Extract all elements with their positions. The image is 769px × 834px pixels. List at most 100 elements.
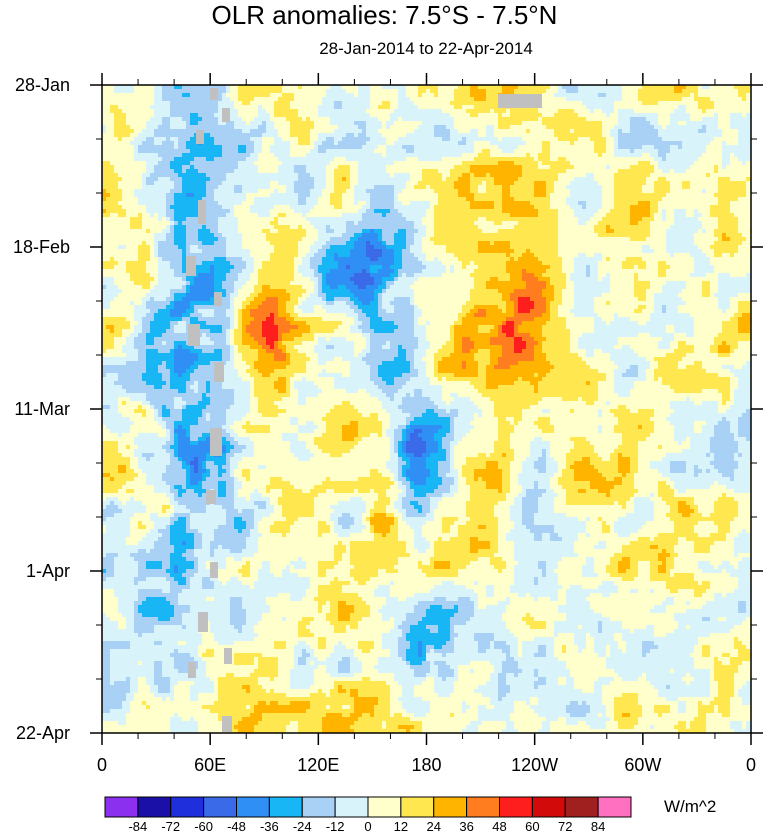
- field-cell: [702, 89, 707, 94]
- field-cell: [582, 113, 587, 118]
- field-cell: [190, 157, 195, 162]
- field-cell: [554, 129, 559, 134]
- field-cell: [406, 93, 411, 98]
- field-cell: [118, 125, 123, 130]
- field-cell: [418, 205, 423, 210]
- field-cell: [690, 149, 695, 154]
- field-cell: [134, 161, 139, 166]
- field-cell: [566, 189, 571, 194]
- field-cell: [118, 197, 123, 202]
- field-cell: [158, 169, 163, 174]
- field-cell: [354, 97, 359, 102]
- field-cell: [574, 137, 579, 142]
- field-cell: [562, 125, 567, 130]
- field-cell: [630, 105, 635, 110]
- field-cell: [298, 165, 303, 170]
- field-cell: [562, 177, 567, 182]
- field-cell: [398, 193, 403, 198]
- field-cell: [634, 193, 639, 198]
- field-cell: [106, 169, 111, 174]
- field-cell: [314, 157, 319, 162]
- field-cell: [254, 145, 259, 150]
- field-cell: [526, 89, 531, 94]
- field-cell: [418, 113, 423, 118]
- field-cell: [262, 185, 267, 190]
- field-cell: [434, 201, 439, 206]
- field-cell: [714, 201, 719, 206]
- field-cell: [350, 101, 355, 106]
- field-cell: [318, 161, 323, 166]
- field-cell: [294, 105, 299, 110]
- field-cell: [270, 129, 275, 134]
- field-cell: [302, 113, 307, 118]
- field-cell: [710, 201, 715, 206]
- field-cell: [394, 137, 399, 142]
- field-cell: [414, 205, 419, 210]
- field-cell: [722, 165, 727, 170]
- field-cell: [194, 169, 199, 174]
- field-cell: [234, 197, 239, 202]
- field-cell: [618, 97, 623, 102]
- field-cell: [490, 197, 495, 202]
- field-cell: [462, 145, 467, 150]
- field-cell: [470, 201, 475, 206]
- field-cell: [418, 105, 423, 110]
- field-cell: [606, 173, 611, 178]
- field-cell: [738, 157, 743, 162]
- field-cell: [474, 197, 479, 202]
- field-cell: [386, 101, 391, 106]
- field-cell: [718, 93, 723, 98]
- field-cell: [298, 89, 303, 94]
- field-cell: [398, 165, 403, 170]
- field-cell: [246, 93, 251, 98]
- field-cell: [650, 197, 655, 202]
- field-cell: [446, 89, 451, 94]
- field-cell: [138, 137, 143, 142]
- field-cell: [638, 201, 643, 206]
- field-cell: [262, 165, 267, 170]
- field-cell: [342, 173, 347, 178]
- field-cell: [106, 129, 111, 134]
- field-cell: [690, 177, 695, 182]
- field-cell: [262, 201, 267, 206]
- field-cell: [322, 137, 327, 142]
- field-cell: [622, 129, 627, 134]
- field-cell: [614, 101, 619, 106]
- field-cell: [382, 113, 387, 118]
- field-cell: [590, 201, 595, 206]
- field-cell: [742, 185, 747, 190]
- field-cell: [458, 121, 463, 126]
- field-cell: [566, 169, 571, 174]
- field-cell: [306, 197, 311, 202]
- field-cell: [414, 109, 419, 114]
- field-cell: [502, 173, 507, 178]
- field-cell: [374, 141, 379, 146]
- field-cell: [478, 177, 483, 182]
- field-cell: [238, 201, 243, 206]
- field-cell: [634, 125, 639, 130]
- field-cell: [478, 89, 483, 94]
- field-cell: [250, 189, 255, 194]
- field-cell: [254, 169, 259, 174]
- field-cell: [382, 89, 387, 94]
- field-cell: [730, 105, 735, 110]
- field-cell: [258, 117, 263, 122]
- field-cell: [730, 185, 735, 190]
- field-cell: [494, 117, 499, 122]
- field-cell: [682, 109, 687, 114]
- field-cell: [194, 117, 199, 122]
- field-cell: [250, 105, 255, 110]
- field-cell: [506, 161, 511, 166]
- field-cell: [406, 201, 411, 206]
- field-cell: [374, 193, 379, 198]
- field-cell: [250, 113, 255, 118]
- field-cell: [394, 97, 399, 102]
- field-cell: [638, 141, 643, 146]
- field-cell: [282, 89, 287, 94]
- field-cell: [514, 121, 519, 126]
- field-cell: [410, 161, 415, 166]
- field-cell: [618, 189, 623, 194]
- field-cell: [426, 185, 431, 190]
- field-cell: [626, 113, 631, 118]
- field-cell: [542, 129, 547, 134]
